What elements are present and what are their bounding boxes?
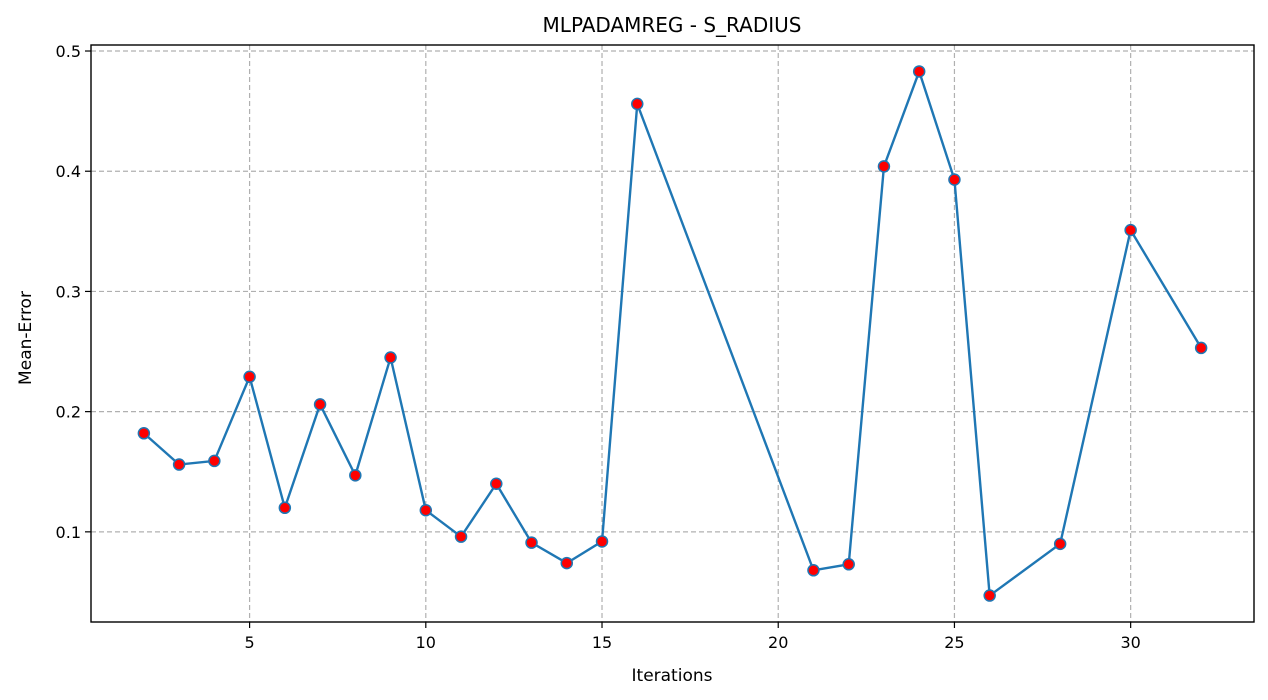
x-tick-label: 25 xyxy=(944,633,964,652)
data-point xyxy=(172,458,186,471)
x-axis-label: Iterations xyxy=(632,666,713,686)
plot-frame xyxy=(90,44,1255,623)
data-markers xyxy=(137,65,1208,602)
data-point xyxy=(208,454,221,468)
data-point xyxy=(454,530,468,543)
data-point xyxy=(560,556,574,570)
grid-lines xyxy=(91,45,1254,622)
y-tick-label: 0.3 xyxy=(56,282,81,301)
data-point xyxy=(349,469,362,482)
data-point xyxy=(243,370,256,384)
data-point xyxy=(278,501,292,515)
data-point xyxy=(1053,537,1067,551)
y-axis-ticks: 0.1 0.2 0.3 0.4 0.5 xyxy=(56,42,91,542)
data-point xyxy=(912,65,926,78)
chart-title: MLPADAMREG - S_RADIUS xyxy=(543,13,802,37)
x-tick-label: 5 xyxy=(244,633,254,652)
data-point xyxy=(807,564,820,577)
y-tick-label: 0.1 xyxy=(56,523,81,542)
y-tick-label: 0.2 xyxy=(56,403,81,422)
x-tick-label: 20 xyxy=(768,633,788,652)
data-point xyxy=(1124,223,1137,237)
x-tick-label: 15 xyxy=(592,633,612,652)
y-tick-label: 0.4 xyxy=(56,162,81,181)
data-point xyxy=(983,589,996,602)
y-tick-label: 0.5 xyxy=(56,42,81,61)
data-point xyxy=(313,398,327,411)
data-point xyxy=(631,97,644,111)
x-tick-label: 30 xyxy=(1120,633,1140,652)
data-point xyxy=(525,536,538,549)
x-axis-ticks: 5 10 15 20 25 30 xyxy=(244,622,1141,652)
data-point xyxy=(877,160,891,173)
y-axis-label: Mean-Error xyxy=(16,291,36,385)
data-point xyxy=(842,558,855,571)
series-line xyxy=(143,67,1203,598)
x-tick-label: 10 xyxy=(416,633,436,652)
data-point xyxy=(137,427,151,440)
data-point xyxy=(948,173,961,186)
data-point xyxy=(384,351,397,364)
data-point xyxy=(595,535,609,548)
data-point xyxy=(419,503,433,517)
data-point xyxy=(1194,341,1208,355)
data-point xyxy=(490,477,503,491)
